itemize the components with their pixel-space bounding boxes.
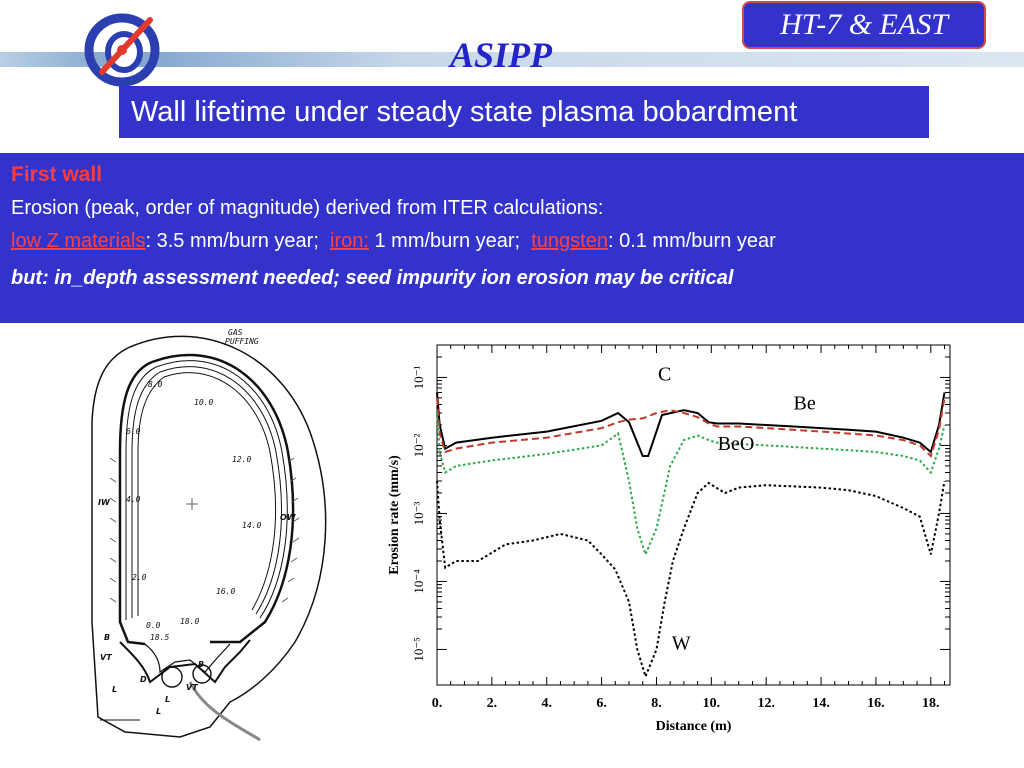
iron-value: 1 mm/burn year; [368, 230, 521, 252]
region-b-right: B [198, 660, 204, 669]
pos-4: 4.0 [126, 495, 141, 504]
critical-note: but: in_depth assessment needed; seed im… [11, 267, 734, 289]
y-tick-label: 10⁻² [411, 433, 426, 457]
tungsten-label: tungsten [531, 230, 608, 252]
x-tick-label: 12. [757, 696, 775, 711]
erosion-rates: low Z materials: 3.5 mm/burn year; iron:… [11, 230, 1024, 253]
series-label-beo: BeO [718, 433, 755, 455]
y-tick-label: 10⁻⁵ [411, 637, 426, 661]
low-z-value: : 3.5 mm/burn year; [145, 230, 319, 252]
x-tick-label: 4. [541, 696, 552, 711]
y-tick-label: 10⁻¹ [411, 365, 426, 389]
asipp-logo [84, 13, 160, 87]
y-tick-label: 10⁻⁴ [411, 569, 426, 594]
y-axis-label: Erosion rate (mm/s) [387, 455, 402, 575]
project-badge: HT-7 & EAST [742, 1, 986, 49]
series-beo-line [436, 412, 946, 558]
content-panel: First wall Erosion (peak, order of magni… [0, 153, 1024, 323]
series-be-line [436, 397, 946, 458]
slide-title: Wall lifetime under steady state plasma … [119, 86, 929, 138]
erosion-description: Erosion (peak, order of magnitude) deriv… [11, 197, 604, 219]
pos-6: 6.0 [126, 427, 141, 436]
plot-area [436, 344, 951, 686]
pos-16: 16.0 [216, 587, 235, 596]
series-c-line [436, 392, 946, 457]
section-heading: First wall [11, 163, 103, 186]
x-tick-label: 0. [432, 696, 443, 711]
org-name: ASIPP [450, 35, 553, 75]
pos-8: 8.0 [148, 380, 163, 389]
series-w-line [436, 480, 946, 680]
x-tick-label: 16. [867, 696, 885, 711]
x-tick-label: 18. [922, 696, 940, 711]
region-iw: IW [98, 498, 111, 507]
region-l-left: L [112, 685, 117, 694]
pos-2: 2.0 [132, 573, 147, 582]
x-tick-label: 10. [703, 696, 721, 711]
y-tick-label: 10⁻³ [411, 501, 426, 525]
pos-10: 10.0 [194, 398, 213, 407]
series-label-w: W [672, 632, 691, 654]
low-z-label: low Z materials [11, 230, 146, 252]
x-tick-label: 6. [596, 696, 607, 711]
series-label-be: Be [793, 392, 815, 414]
x-tick-label: 8. [651, 696, 662, 711]
header-stripe [0, 52, 1024, 67]
region-ow: OW [280, 513, 297, 522]
region-vt-left: VT [100, 653, 112, 662]
gas-label: GAS [228, 328, 243, 337]
x-tick-label: 14. [812, 696, 830, 711]
pos-18-5: 18.5 [150, 633, 169, 642]
series-label-c: C [658, 364, 671, 386]
x-tick-label: 2. [487, 696, 498, 711]
region-l-bottom: L [156, 707, 161, 716]
pos-0: 0.0 [146, 621, 161, 630]
erosion-rate-chart: 0. 2. 4. 6. 8. 10. 12. 14. 16. 18. 10⁻¹ 10⁻² 10⁻³ 10⁻… [387, 344, 951, 734]
region-vt-right: VT [186, 683, 198, 692]
region-d: D [140, 675, 147, 684]
pos-14: 14.0 [242, 521, 261, 530]
region-l-mid: L [165, 695, 170, 704]
region-b-left: B [104, 633, 110, 642]
pos-12: 12.0 [232, 455, 251, 464]
pos-18: 18.0 [180, 617, 199, 626]
x-axis-label: Distance (m) [656, 719, 732, 734]
tokamak-cross-section-figure: GAS PUFFING 8.0 10.0 6.0 12.0 4.0 14.0 2… [91, 328, 327, 742]
iron-label: iron: [330, 230, 369, 252]
gas-label-2: PUFFING [225, 337, 259, 346]
tungsten-value: : 0.1 mm/burn year [607, 230, 776, 252]
vessel-outline [91, 335, 327, 738]
